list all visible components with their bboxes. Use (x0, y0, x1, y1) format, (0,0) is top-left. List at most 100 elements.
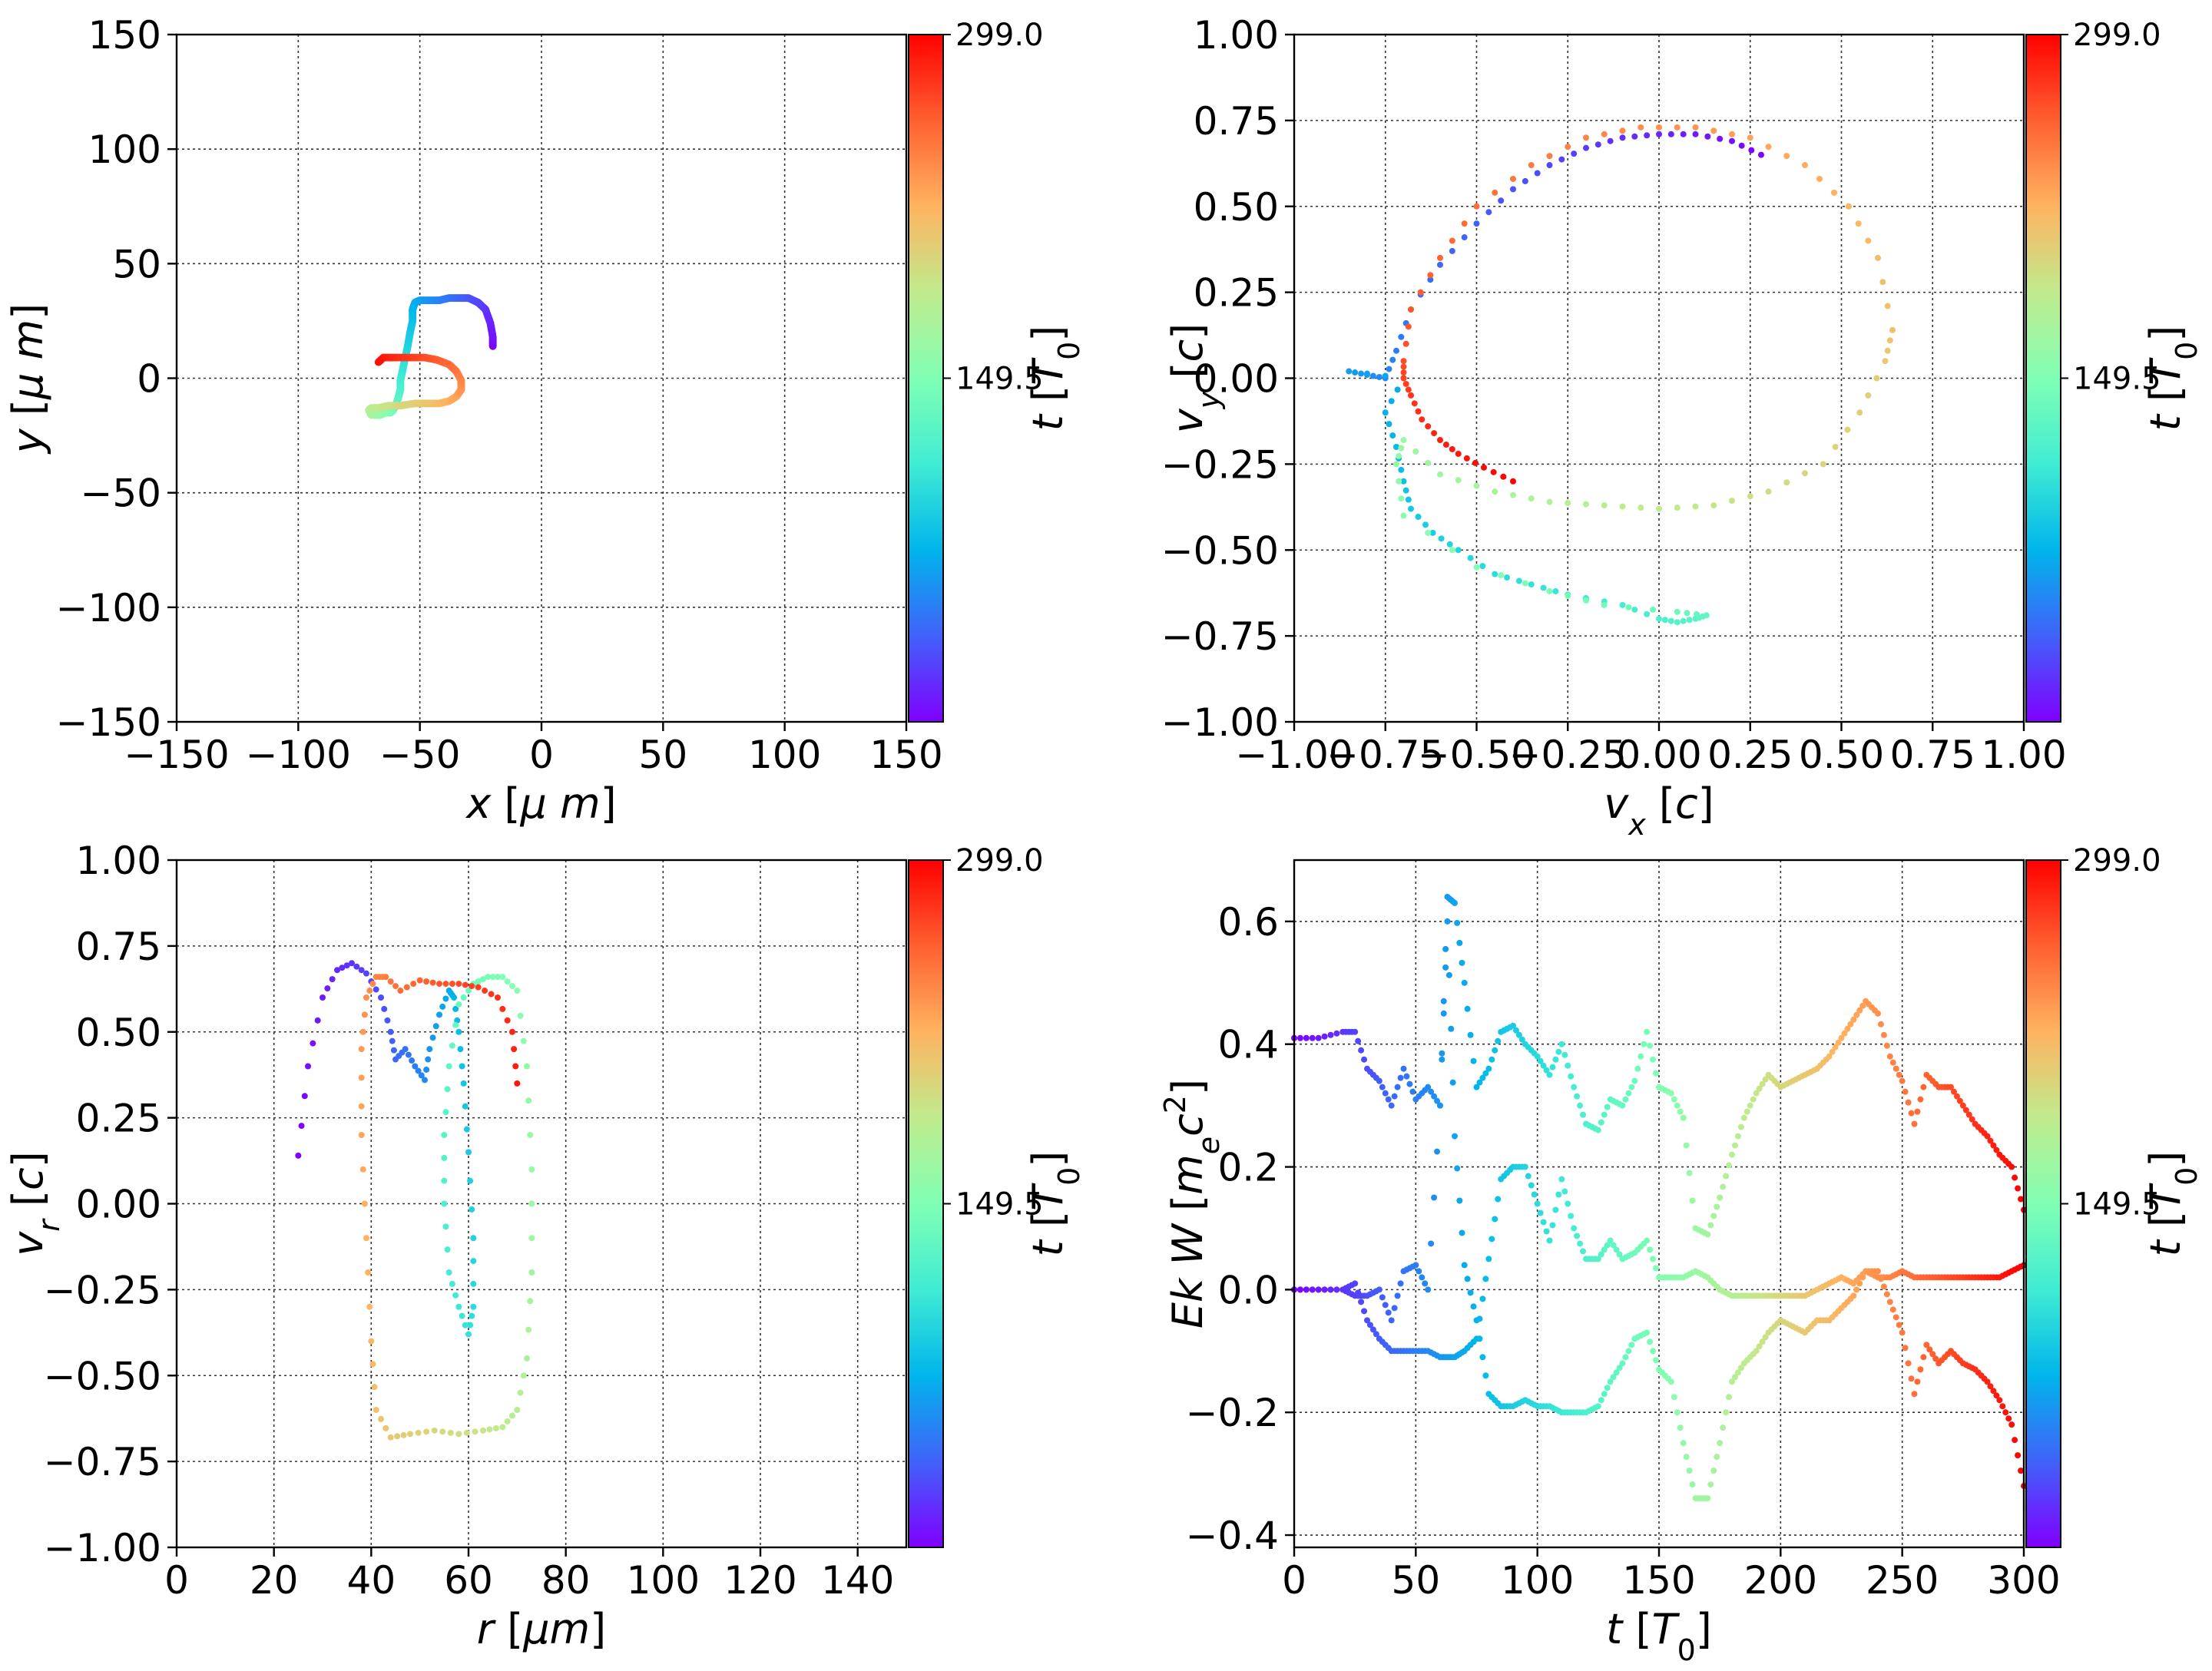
data-point (1574, 1093, 1581, 1100)
data-point (1565, 500, 1571, 507)
data-point (1437, 471, 1443, 478)
data-point (1366, 1322, 1373, 1329)
data-point (1762, 1076, 1769, 1083)
data-point (1875, 1010, 1881, 1017)
data-point (1515, 1031, 1522, 1038)
data-point (1737, 1123, 1744, 1130)
data-point (1425, 1084, 1432, 1090)
data-point (1386, 421, 1392, 428)
x-tick-label: 140 (821, 1558, 894, 1603)
data-point (1765, 488, 1772, 495)
data-point (1479, 1295, 1486, 1302)
data-point (1644, 1028, 1651, 1035)
data-point (1619, 1102, 1626, 1109)
colorbar-label: t [T0] (1024, 1151, 1086, 1257)
data-point (1905, 1360, 1912, 1367)
data-point (1737, 1365, 1744, 1372)
data-point (1714, 1203, 1720, 1210)
data-point (378, 1415, 384, 1422)
y-tick-label: −0.4 (1186, 1514, 1279, 1558)
data-point (1920, 1084, 1927, 1090)
data-point (369, 1361, 376, 1368)
data-point (1373, 1331, 1379, 1338)
data-point (1555, 1048, 1562, 1055)
data-point (1656, 615, 1662, 622)
data-point (504, 1017, 511, 1024)
y-tick-label: 0.2 (1217, 1146, 1279, 1190)
data-point (475, 984, 482, 991)
data-point (517, 1012, 524, 1019)
data-point (1568, 1213, 1575, 1219)
data-point (1610, 1374, 1617, 1381)
data-point (1425, 1286, 1432, 1293)
data-point (1565, 1200, 1571, 1207)
data-point (366, 988, 373, 994)
data-point (447, 1429, 454, 1436)
data-point (1409, 1088, 1416, 1095)
data-point (436, 981, 442, 988)
data-point (528, 1235, 535, 1242)
data-point (1717, 135, 1724, 142)
data-point (524, 1355, 530, 1362)
data-point (1686, 617, 1693, 624)
data-point (442, 1223, 449, 1230)
data-point (310, 1040, 316, 1047)
data-point (1750, 1096, 1757, 1103)
data-point (504, 978, 511, 985)
data-point (455, 1028, 462, 1035)
data-point (1667, 617, 1674, 624)
data-point (1883, 1291, 1890, 1298)
data-point (488, 991, 495, 998)
data-point (1604, 1242, 1611, 1249)
data-point (439, 1003, 446, 1010)
data-point (1405, 496, 1412, 503)
data-point (369, 981, 376, 988)
x-tick-label: −150 (124, 733, 229, 777)
data-point (2015, 1185, 2022, 1192)
data-point (1492, 189, 1498, 196)
data-point (1583, 597, 1589, 604)
data-point (1674, 608, 1681, 615)
chart-panel-1: −150 −100 −50 0 50 100 150 −150 −100 −50 0 50 100 150… (4, 13, 1086, 828)
data-point (1315, 1034, 1322, 1041)
colorbar-tick-label: 299.0 (955, 843, 1044, 879)
data-point (1434, 1148, 1441, 1155)
data-point (1601, 601, 1608, 608)
data-point (363, 970, 369, 977)
data-point (1710, 127, 1717, 134)
data-point (1531, 1191, 1538, 1198)
data-point (1398, 495, 1405, 502)
data-point (358, 1046, 365, 1053)
data-point (1826, 1053, 1833, 1060)
data-point (1917, 1096, 1924, 1103)
x-tick-label: 0.75 (1890, 733, 1975, 777)
data-point (527, 1298, 534, 1305)
data-point (1902, 1345, 1909, 1352)
data-point (1495, 1196, 1502, 1203)
data-point (1748, 147, 1755, 154)
data-point (1565, 592, 1571, 599)
data-point (1835, 1039, 1842, 1046)
data-point (1549, 1222, 1556, 1229)
data-point (1613, 1246, 1620, 1253)
data-point (1661, 617, 1668, 624)
data-point (1841, 1030, 1848, 1037)
data-point (1831, 189, 1837, 196)
data-point (455, 1001, 462, 1008)
data-point (1448, 1025, 1455, 1032)
data-point (1692, 131, 1699, 137)
data-point (1756, 1343, 1763, 1350)
data-point (1440, 998, 1447, 1004)
data-point (1552, 587, 1559, 594)
data-point (472, 1428, 478, 1435)
data-point (1873, 375, 1880, 382)
data-point (1914, 1108, 1921, 1115)
data-point (390, 1047, 397, 1054)
x-tick-label: 150 (869, 733, 942, 777)
data-point (429, 1034, 436, 1041)
data-point (1546, 162, 1553, 169)
data-point (1880, 1031, 1887, 1038)
data-point (1510, 491, 1516, 498)
data-point (499, 1424, 506, 1431)
x-tick-label: 50 (1392, 1558, 1441, 1603)
